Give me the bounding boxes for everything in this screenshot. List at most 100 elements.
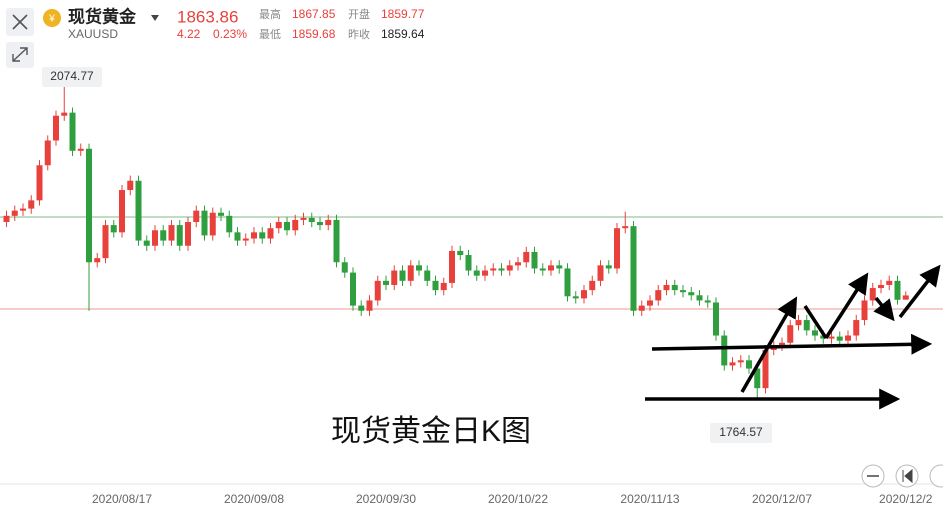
symbol: XAUUSD	[68, 27, 118, 41]
candle-body	[366, 300, 373, 311]
candle-body	[531, 251, 538, 269]
candle-body	[704, 300, 711, 303]
candle-body	[284, 222, 290, 231]
forward-button[interactable]	[929, 464, 943, 488]
candle-body	[135, 180, 142, 241]
x-tick-label: 2020/12/07	[752, 492, 812, 506]
candle-body	[655, 290, 662, 301]
candle-body	[341, 262, 348, 273]
candle-body	[440, 282, 447, 291]
candle-body	[358, 305, 365, 311]
axis-labels: 2020/08/17 2020/09/08 2020/09/30 2020/10/22…	[92, 492, 933, 506]
instrument-name[interactable]: 现货黄金	[68, 6, 137, 26]
candle-body	[242, 238, 249, 241]
candle-body	[523, 251, 530, 263]
candle-body	[688, 292, 695, 296]
candle-body	[3, 215, 10, 223]
candle-body	[209, 212, 216, 236]
candle-body	[886, 280, 893, 285]
candle-body	[432, 280, 439, 291]
price: 1863.86	[177, 7, 238, 26]
candle-body	[647, 300, 653, 306]
x-tick-label: 2020/11/13	[620, 492, 679, 506]
candle-body	[20, 208, 26, 211]
candle-body	[630, 226, 637, 311]
candle-body	[605, 265, 612, 269]
candle-body	[614, 228, 620, 269]
candle-body	[36, 165, 43, 201]
candle-body	[779, 342, 785, 346]
high-label: 最高	[259, 7, 281, 21]
candle-body	[473, 270, 480, 276]
prev-close-value: 1859.64	[381, 27, 425, 41]
change-pct: 0.23%	[213, 27, 247, 41]
candle-body	[399, 270, 406, 281]
candle-body	[564, 268, 571, 297]
candle-body	[861, 300, 868, 321]
candle-body	[878, 284, 884, 289]
candle-body	[185, 222, 191, 246]
candle-body	[836, 336, 843, 341]
x-tick-label: 2020/10/22	[488, 492, 548, 506]
candle-body	[193, 210, 200, 223]
x-tick-label: 2020/09/30	[356, 492, 416, 506]
candle-body	[201, 210, 208, 236]
max-label-box	[42, 67, 102, 87]
candle-body	[581, 290, 587, 299]
candle-body	[869, 288, 876, 301]
rewind-icon	[902, 468, 913, 484]
candle-body	[729, 362, 736, 366]
candle-body	[102, 225, 109, 259]
candle-body	[259, 232, 266, 239]
candle-body	[160, 230, 167, 241]
candle-body	[251, 232, 257, 239]
candle-body	[308, 217, 315, 223]
candle-body	[218, 212, 224, 216]
candle-body	[11, 210, 18, 216]
candle-body	[275, 222, 282, 229]
candle-body	[152, 230, 158, 246]
candle-body	[762, 349, 769, 389]
dropdown-caret[interactable]	[151, 15, 159, 21]
candle-body	[292, 219, 299, 231]
candle-body	[894, 280, 901, 300]
candle-body	[127, 180, 134, 191]
candle-body	[333, 219, 340, 263]
candle-body	[69, 112, 76, 151]
candle-body	[539, 268, 546, 271]
gold-icon	[43, 9, 61, 27]
candle-body	[267, 228, 274, 239]
candle-body	[61, 112, 68, 116]
candle-body	[226, 215, 233, 233]
gold-icon-glyph: ¥	[48, 14, 55, 25]
candle-body	[110, 225, 117, 233]
candle-body	[176, 225, 183, 246]
expand-icon	[12, 47, 28, 62]
candle-body	[86, 148, 92, 263]
candle-body	[350, 272, 356, 306]
candle-body	[498, 268, 505, 271]
candle-body	[663, 284, 670, 291]
candle-body	[482, 270, 488, 276]
candle-body	[589, 280, 596, 291]
candle-body	[416, 265, 422, 271]
low-value: 1859.68	[292, 27, 336, 41]
low-label: 最低	[259, 28, 281, 41]
candle-body	[465, 255, 472, 271]
candle-body	[548, 265, 554, 271]
candle-body	[556, 265, 563, 269]
min-label: 1764.57	[719, 425, 763, 439]
prev-close-label: 昨收	[348, 27, 370, 41]
candle-body	[820, 335, 827, 339]
x-tick-label: 2020/09/08	[224, 492, 284, 506]
annotation: 现货黄金日K图	[331, 415, 531, 448]
candle-body	[812, 330, 818, 336]
candle-body	[795, 320, 802, 326]
candle-body	[754, 368, 761, 389]
candle-body	[374, 280, 381, 301]
annotation-arrows	[645, 264, 941, 410]
candle-body	[449, 250, 455, 283]
candle-body	[317, 222, 323, 226]
candle-body	[143, 240, 150, 246]
